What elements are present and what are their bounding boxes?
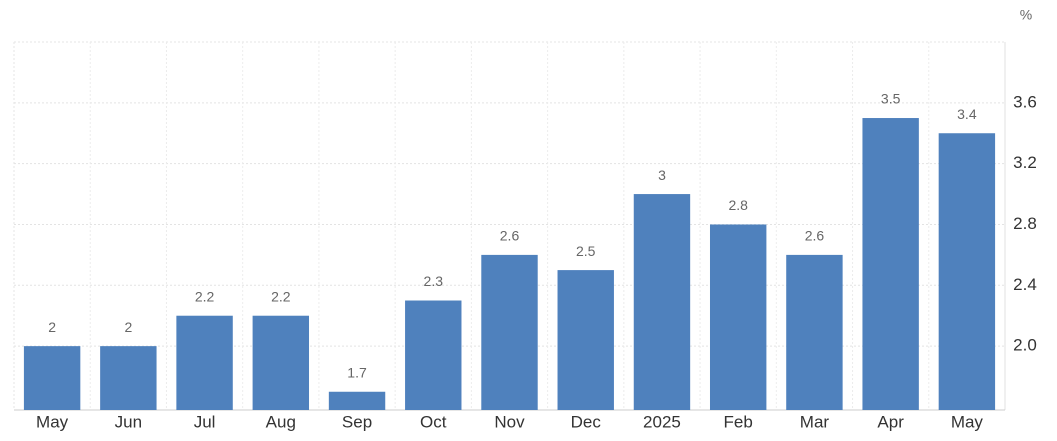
y-tick-label: 2.0 xyxy=(1013,336,1037,355)
value-label: 2.5 xyxy=(576,243,596,259)
bar xyxy=(176,315,233,410)
value-label: 2.8 xyxy=(728,197,748,213)
x-tick-label: May xyxy=(951,412,984,431)
value-label: 3 xyxy=(658,167,666,183)
value-label: 3.4 xyxy=(957,106,977,122)
x-tick-label: Aug xyxy=(266,412,296,431)
x-tick-label: Jun xyxy=(115,412,142,431)
bar xyxy=(557,270,614,410)
x-tick-label: 2025 xyxy=(643,412,681,431)
bar xyxy=(862,118,919,411)
bar xyxy=(633,194,691,410)
x-tick-label: Mar xyxy=(800,412,830,431)
bar xyxy=(252,315,310,410)
y-tick-label: 3.6 xyxy=(1013,92,1037,111)
bar xyxy=(786,254,843,410)
value-label: 2.2 xyxy=(195,288,215,304)
value-label: 2.6 xyxy=(805,228,825,244)
bar xyxy=(481,254,538,410)
bar xyxy=(938,133,996,410)
bar xyxy=(23,346,81,410)
bar xyxy=(709,224,767,410)
value-label: 2 xyxy=(48,319,56,335)
x-tick-label: May xyxy=(36,412,69,431)
x-tick-label: Feb xyxy=(724,412,753,431)
x-tick-label: Dec xyxy=(571,412,602,431)
x-tick-label: Nov xyxy=(494,412,525,431)
x-tick-label: Sep xyxy=(342,412,372,431)
bar xyxy=(100,346,157,410)
unit-label: % xyxy=(1020,7,1032,23)
value-label: 3.5 xyxy=(881,91,901,107)
x-tick-label: Oct xyxy=(420,412,447,431)
value-label: 1.7 xyxy=(347,364,367,380)
value-label: 2.2 xyxy=(271,288,291,304)
x-tick-label: Jul xyxy=(194,412,216,431)
value-label: 2 xyxy=(124,319,132,335)
value-label: 2.3 xyxy=(424,273,444,289)
value-label: 2.6 xyxy=(500,228,520,244)
y-tick-label: 2.8 xyxy=(1013,214,1037,233)
bar xyxy=(328,391,386,410)
bar xyxy=(405,300,462,410)
y-tick-label: 2.4 xyxy=(1013,275,1037,294)
y-tick-label: 3.2 xyxy=(1013,153,1037,172)
x-tick-label: Apr xyxy=(877,412,904,431)
